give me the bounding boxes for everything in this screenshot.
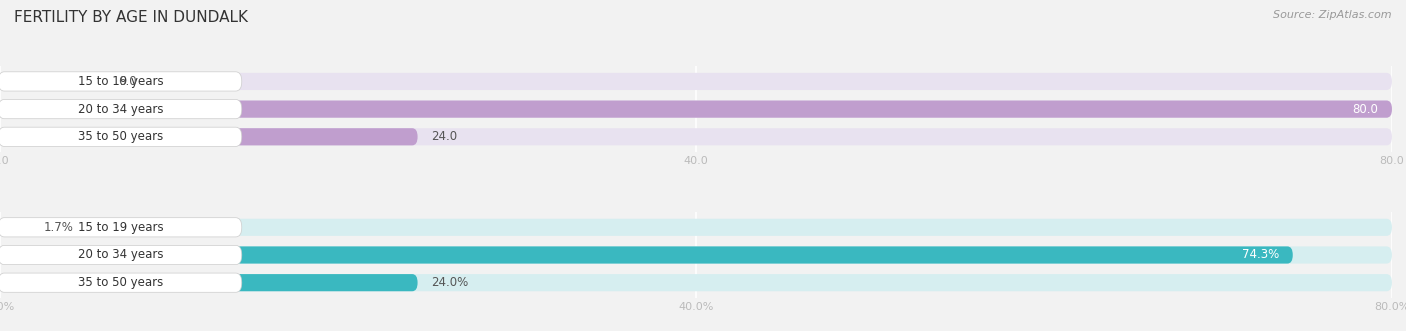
FancyBboxPatch shape xyxy=(0,246,1292,263)
FancyBboxPatch shape xyxy=(0,274,418,291)
FancyBboxPatch shape xyxy=(0,101,1392,118)
FancyBboxPatch shape xyxy=(0,273,242,292)
Text: Source: ZipAtlas.com: Source: ZipAtlas.com xyxy=(1274,10,1392,20)
FancyBboxPatch shape xyxy=(0,73,1392,90)
FancyBboxPatch shape xyxy=(0,127,242,146)
FancyBboxPatch shape xyxy=(0,246,1392,263)
FancyBboxPatch shape xyxy=(0,73,104,90)
FancyBboxPatch shape xyxy=(0,128,1392,145)
FancyBboxPatch shape xyxy=(0,72,242,91)
FancyBboxPatch shape xyxy=(0,100,242,119)
FancyBboxPatch shape xyxy=(0,219,1392,236)
Text: 15 to 19 years: 15 to 19 years xyxy=(79,75,163,88)
Text: FERTILITY BY AGE IN DUNDALK: FERTILITY BY AGE IN DUNDALK xyxy=(14,10,247,25)
FancyBboxPatch shape xyxy=(0,218,242,237)
FancyBboxPatch shape xyxy=(0,274,1392,291)
Text: 20 to 34 years: 20 to 34 years xyxy=(79,103,163,116)
FancyBboxPatch shape xyxy=(0,101,1392,118)
FancyBboxPatch shape xyxy=(0,219,30,236)
Text: 1.7%: 1.7% xyxy=(44,221,73,234)
Text: 6.0: 6.0 xyxy=(118,75,136,88)
Text: 15 to 19 years: 15 to 19 years xyxy=(79,221,163,234)
Text: 35 to 50 years: 35 to 50 years xyxy=(79,276,163,289)
Text: 35 to 50 years: 35 to 50 years xyxy=(79,130,163,143)
Text: 74.3%: 74.3% xyxy=(1241,249,1279,261)
FancyBboxPatch shape xyxy=(0,245,242,264)
Text: 80.0: 80.0 xyxy=(1353,103,1378,116)
Text: 24.0: 24.0 xyxy=(432,130,457,143)
FancyBboxPatch shape xyxy=(0,128,418,145)
Text: 20 to 34 years: 20 to 34 years xyxy=(79,249,163,261)
Text: 24.0%: 24.0% xyxy=(432,276,468,289)
